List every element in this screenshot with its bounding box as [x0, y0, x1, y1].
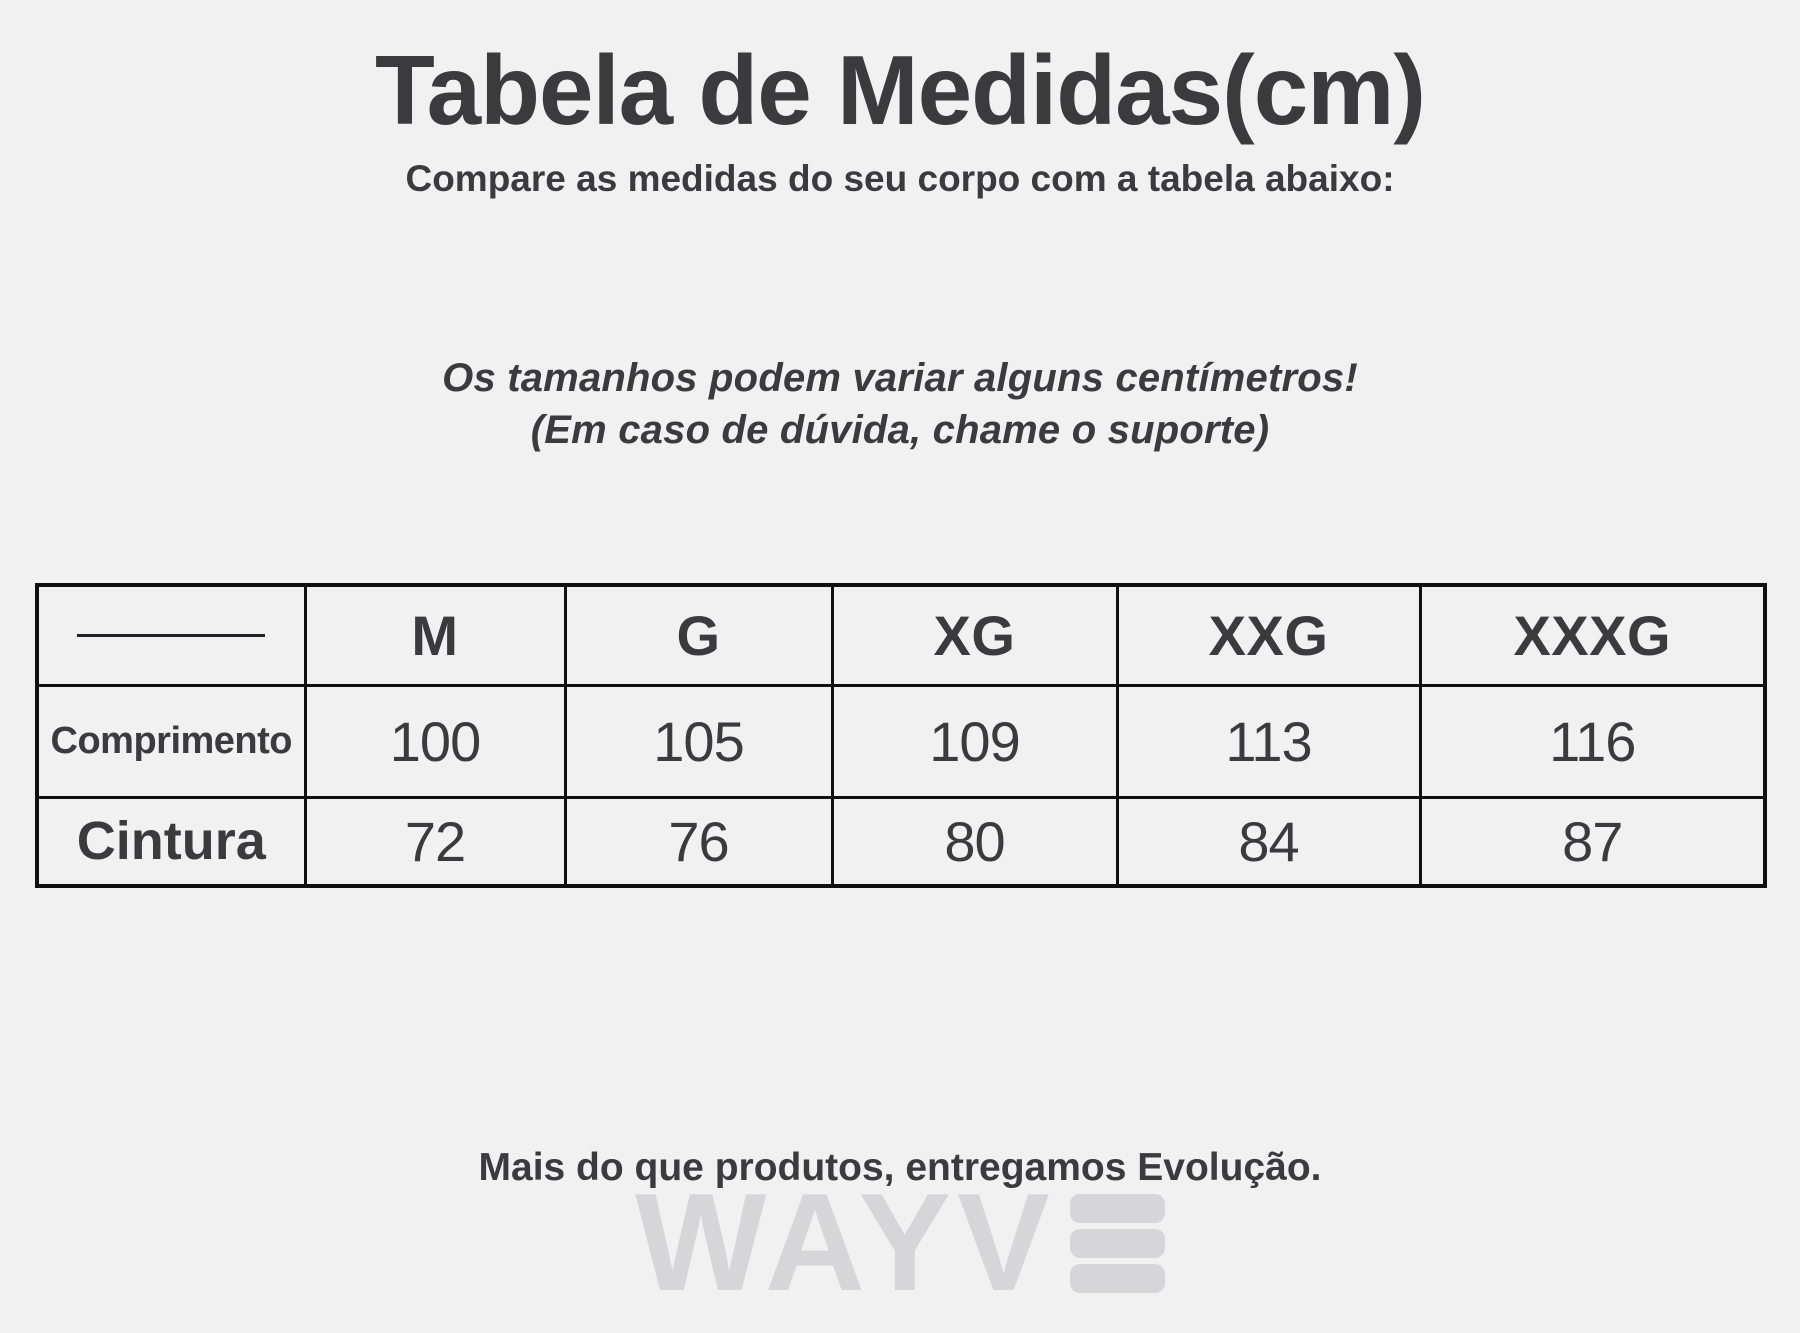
- value-cell-comprimento-g: 105: [563, 683, 834, 799]
- page-title: Tabela de Medidas(cm): [374, 35, 1426, 145]
- header-cell-xg: XG: [830, 583, 1119, 687]
- value-cell-comprimento-xg: 109: [830, 683, 1119, 799]
- size-variation-note: Os tamanhos podem variar alguns centímet…: [0, 352, 1800, 456]
- note-line-1: Os tamanhos podem variar alguns centímet…: [442, 356, 1358, 400]
- value-cell-cintura-g: 76: [563, 795, 834, 888]
- header-cell-g: G: [563, 583, 834, 687]
- table-row-comprimento: Comprimento 100 105 109 113 116: [35, 683, 1767, 799]
- header-cell-empty: [35, 583, 307, 687]
- wayve-logo-e-bar-bottom: [1069, 1263, 1165, 1293]
- size-table: M G XG XXG XXXG Comprimento 100 105 109 …: [35, 583, 1767, 888]
- value-cell-cintura-xxxg: 87: [1418, 795, 1767, 888]
- value-cell-comprimento-xxxg: 116: [1418, 683, 1767, 799]
- size-table-header-row: M G XG XXG XXXG: [35, 583, 1767, 687]
- value-cell-cintura-xxg: 84: [1115, 795, 1422, 888]
- wayve-logo-letters: WAYV: [635, 1165, 1056, 1320]
- header-cell-xxxg: XXXG: [1418, 583, 1767, 687]
- footer-tagline: Mais do que produtos, entregamos Evoluçã…: [478, 1146, 1322, 1189]
- header-cell-xxg: XXG: [1115, 583, 1422, 687]
- wayve-logo-e-bar-middle: [1069, 1228, 1165, 1258]
- note-line-2: (Em caso de dúvida, chame o suporte): [530, 408, 1270, 452]
- wayve-logo-e-icon: [1069, 1193, 1165, 1293]
- dash-placeholder-icon: [77, 633, 266, 637]
- value-cell-cintura-m: 72: [303, 795, 567, 888]
- value-cell-comprimento-xxg: 113: [1115, 683, 1422, 799]
- value-cell-comprimento-m: 100: [303, 683, 567, 799]
- table-row-cintura: Cintura 72 76 80 84 87: [35, 795, 1767, 888]
- header-cell-m: M: [303, 583, 567, 687]
- value-cell-cintura-xg: 80: [830, 795, 1119, 888]
- row-label-cintura: Cintura: [35, 795, 307, 888]
- wayve-logo-e-bar-top: [1069, 1193, 1165, 1223]
- wayve-watermark-logo: WAYV: [0, 1165, 1800, 1320]
- page-subtitle: Compare as medidas do seu corpo com a ta…: [405, 158, 1395, 199]
- row-label-comprimento: Comprimento: [35, 683, 307, 799]
